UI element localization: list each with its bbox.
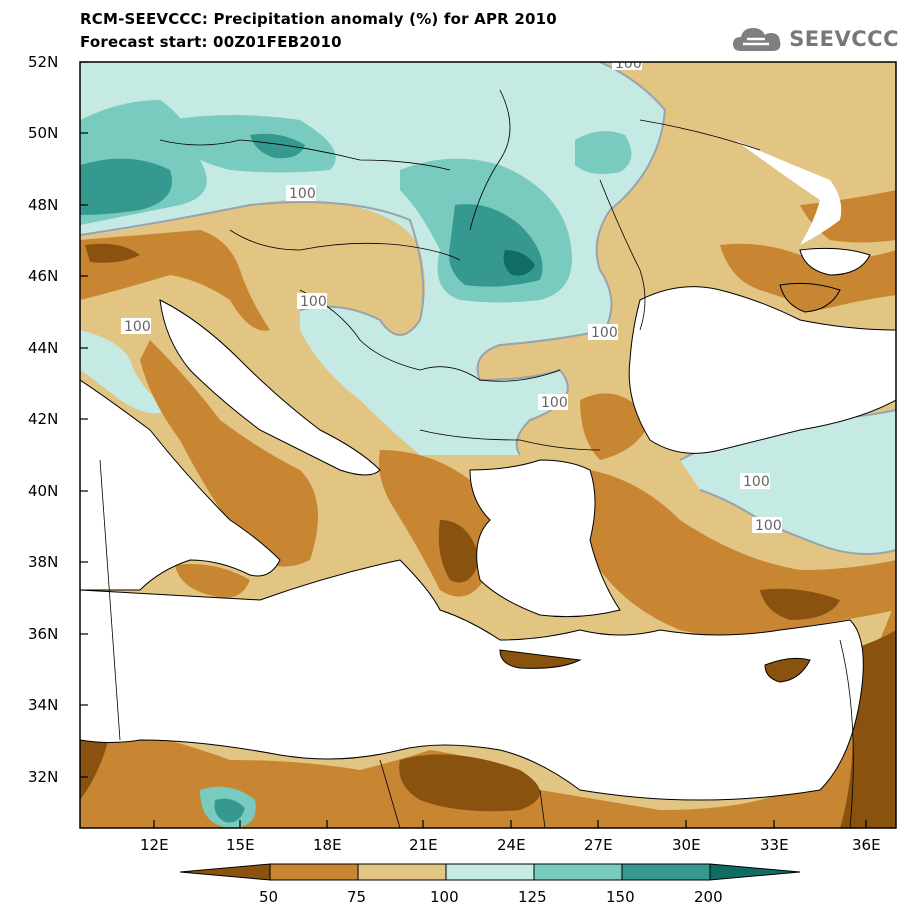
contour-label: 100 <box>541 395 568 411</box>
map-panel: 100 100 100 100 100 100 100 100 <box>80 56 896 828</box>
lat-label: 46N <box>28 267 58 285</box>
colorbar-segment-125-150 <box>533 863 623 881</box>
colorbar-segment-100-125 <box>445 863 535 881</box>
anomaly-zone-50-75-north-africa <box>80 580 896 828</box>
anomaly-zone-below-50-alps <box>85 243 140 263</box>
lat-label: 34N <box>28 696 58 714</box>
anomaly-zone-below-50-greece <box>438 520 480 583</box>
colorbar-label: 150 <box>606 888 635 906</box>
country-borders <box>99 89 854 828</box>
crete <box>499 649 582 669</box>
contour-label: 100 <box>591 325 618 341</box>
contour-label: 100 <box>615 56 642 72</box>
colorbar-segment-75-100 <box>357 863 447 881</box>
map-title: RCM-SEEVCCC: Precipitation anomaly (%) f… <box>80 10 557 28</box>
cloud-icon <box>733 28 781 51</box>
axis-ticks <box>80 61 867 828</box>
lat-label: 50N <box>28 124 58 142</box>
tyrrhenian-sea <box>80 379 281 591</box>
anomaly-zone-libya-wet-core <box>214 798 245 823</box>
forecast-start-label: Forecast start: 00Z01FEB2010 <box>80 33 342 51</box>
lon-label: 24E <box>497 836 526 854</box>
colorbar-label: 75 <box>347 888 366 906</box>
anomaly-zone-50-75-thrace <box>580 393 650 460</box>
latitude-labels: 52N 50N 48N 46N 44N 42N 40N 38N 36N 34N … <box>28 53 58 786</box>
contour-label: 100 <box>755 518 782 534</box>
lon-label: 27E <box>584 836 613 854</box>
lon-label: 18E <box>313 836 342 854</box>
lat-label: 38N <box>28 553 58 571</box>
colorbar-segment-150-200 <box>621 863 711 881</box>
anomaly-zone-above-200 <box>503 250 535 276</box>
seevccc-logo: SEEVCCC <box>731 22 899 56</box>
mediterranean-sea <box>80 559 864 801</box>
colorbar-label: 100 <box>430 888 459 906</box>
colorbar-label: 125 <box>518 888 547 906</box>
anomaly-zone-below-50-libya <box>399 754 540 812</box>
contour-label: 100 <box>289 186 316 202</box>
lon-label: 12E <box>140 836 169 854</box>
colorbar-segment-50-75 <box>269 863 359 881</box>
lat-label: 36N <box>28 625 58 643</box>
colorbar <box>179 863 801 881</box>
anomaly-zone-100-125-west <box>80 330 170 414</box>
lon-label: 15E <box>226 836 255 854</box>
islands <box>499 282 841 683</box>
lat-label: 52N <box>28 53 58 71</box>
adriatic-sea <box>159 299 381 476</box>
contour-label: 100 <box>124 319 151 335</box>
anomaly-zone-150-200-west <box>80 158 172 215</box>
contour-100-lines <box>80 62 896 555</box>
anomaly-zone-125-150-ukraine <box>575 131 632 174</box>
lon-label: 30E <box>672 836 701 854</box>
lat-label: 40N <box>28 482 58 500</box>
lat-label: 32N <box>28 768 58 786</box>
lat-label: 48N <box>28 196 58 214</box>
sea-areas <box>80 247 896 801</box>
colorbar-label: 50 <box>259 888 278 906</box>
cyprus <box>764 657 811 683</box>
contour-label: 100 <box>300 294 327 310</box>
crimea-peninsula <box>779 282 841 313</box>
lon-label: 33E <box>760 836 789 854</box>
no-data-patch <box>735 140 842 245</box>
longitude-labels: 12E 15E 18E 21E 24E 27E 30E 33E 36E <box>140 836 881 854</box>
contour-label: 100 <box>743 474 770 490</box>
lon-label: 36E <box>852 836 881 854</box>
anomaly-zone-below-50-turkey <box>760 588 840 620</box>
anomaly-zone-150-200-north <box>250 133 305 159</box>
black-sea <box>628 286 896 454</box>
colorbar-segment-above-200 <box>709 863 801 881</box>
map-frame <box>79 61 897 829</box>
colorbar-segment-below-50 <box>179 863 271 881</box>
anomaly-zone-50-75-italy <box>140 340 318 567</box>
colorbar-labels: 50 75 100 125 150 200 <box>259 888 723 906</box>
anomaly-zone-125-150-north <box>170 115 336 173</box>
contour-labels: 100 100 100 100 100 100 100 100 <box>121 56 782 534</box>
lat-label: 44N <box>28 339 58 357</box>
logo-text: SEEVCCC <box>789 27 899 51</box>
colorbar-label: 200 <box>694 888 723 906</box>
sea-of-azov <box>799 247 871 276</box>
aegean-sea <box>469 459 621 618</box>
anomaly-zone-50-75-sicily <box>175 564 250 598</box>
lon-label: 21E <box>409 836 438 854</box>
lat-label: 42N <box>28 410 58 428</box>
